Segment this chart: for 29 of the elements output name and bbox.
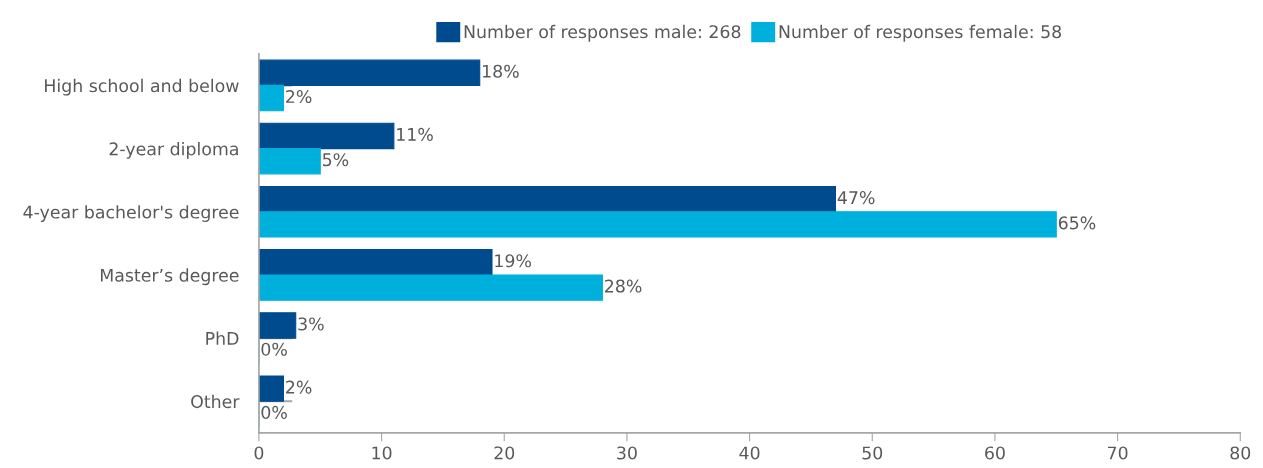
- data-label: 5%: [322, 153, 349, 167]
- x-tick-label: 40: [739, 446, 760, 460]
- legend-label: Number of responses male: 268: [464, 24, 741, 42]
- x-tick-label: 80: [1230, 446, 1251, 460]
- data-label: 18%: [483, 64, 519, 78]
- data-label: 2%: [286, 89, 312, 104]
- y-tick-label: Other: [191, 394, 240, 409]
- legend-label: Number of responses female: 58: [779, 24, 1062, 42]
- data-label: 3%: [298, 317, 324, 331]
- data-label: 11%: [397, 127, 433, 141]
- x-tick-label: 30: [617, 446, 637, 460]
- x-tick-label: 60: [985, 446, 1005, 460]
- y-tick-label: 4-year bachelor's degree: [23, 205, 239, 222]
- x-tick-label: 70: [1107, 446, 1128, 460]
- data-label: 19%: [495, 254, 531, 268]
- y-tick-label: High school and below: [45, 78, 239, 96]
- x-tick-label: 50: [862, 446, 883, 460]
- data-label: 28%: [605, 279, 642, 293]
- data-label: 65%: [1058, 216, 1096, 230]
- y-tick-label: 2-year diploma: [109, 141, 238, 159]
- y-tick-label: Master’s degree: [100, 268, 239, 286]
- data-label: 2%: [286, 380, 312, 394]
- data-label: 0%: [261, 405, 287, 419]
- data-label: 0%: [261, 342, 287, 356]
- x-tick-label: 20: [494, 446, 515, 460]
- x-tick-label: 0: [254, 446, 264, 460]
- x-tick-label: 10: [372, 446, 392, 460]
- y-tick-label: PhD: [206, 331, 239, 345]
- data-label: 47%: [837, 191, 875, 205]
